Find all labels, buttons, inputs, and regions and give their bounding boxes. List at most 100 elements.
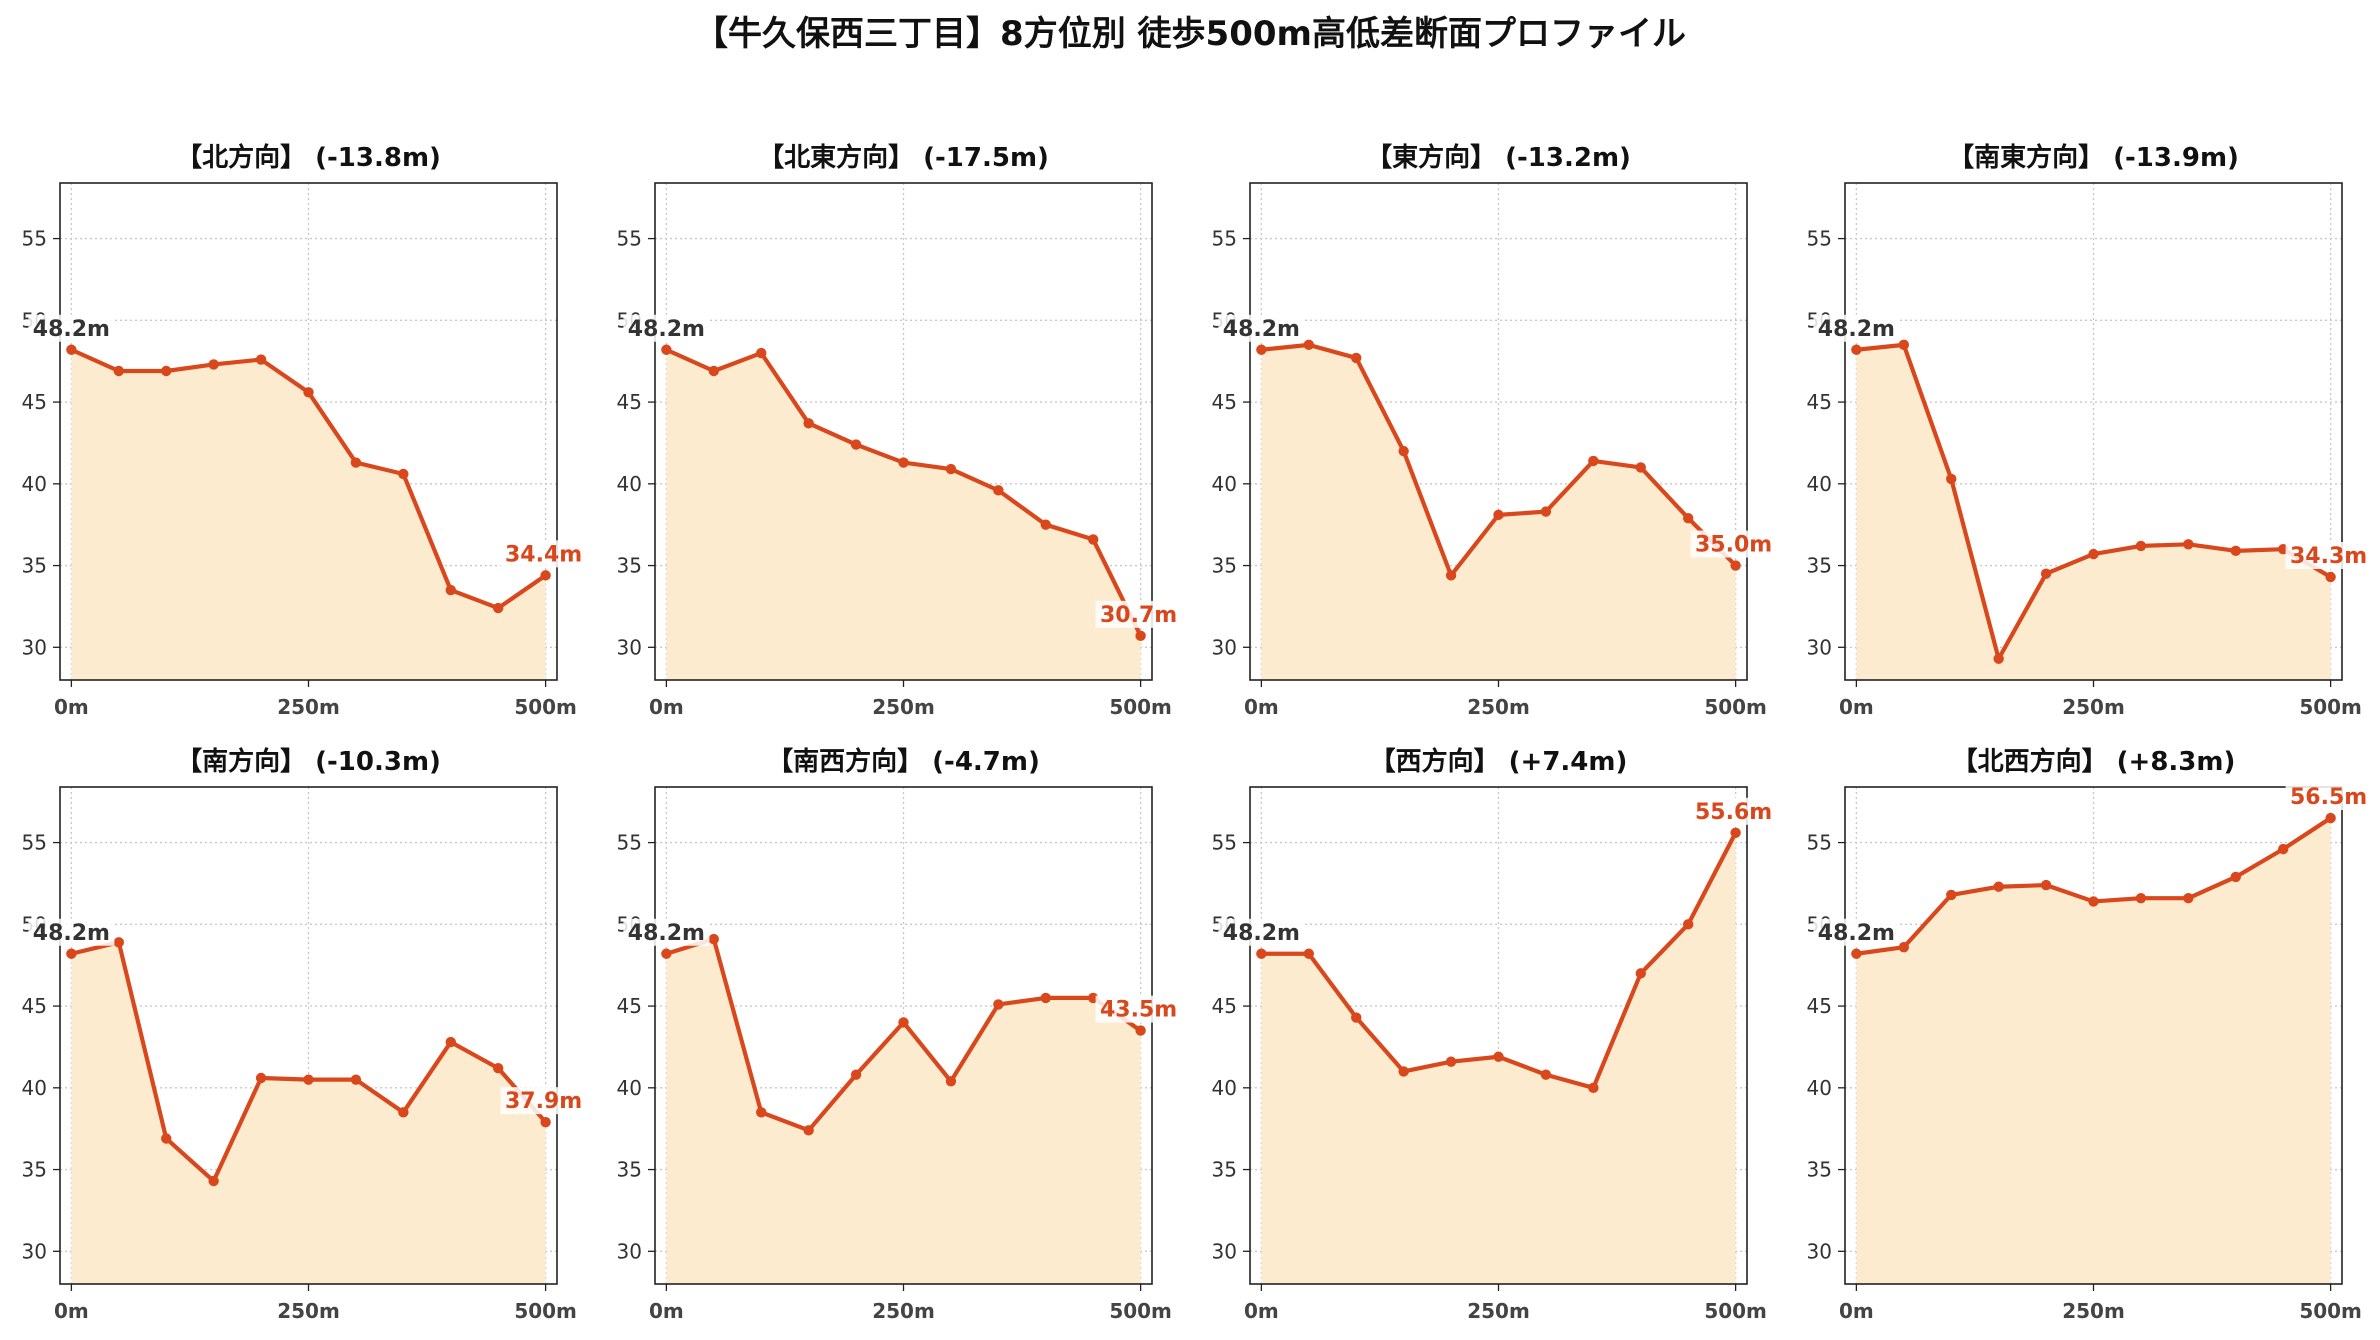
elevation-point (1135, 630, 1146, 642)
elevation-point (540, 1116, 551, 1128)
elevation-point (2183, 539, 2194, 550)
elevation-point (1493, 1051, 1504, 1062)
elevation-point (113, 937, 125, 948)
x-tick-label: 0m (1244, 695, 1279, 719)
profile-panel: 【東方向】 (-13.2m)3035404550550m250m500m48.2… (1212, 142, 1777, 719)
elevation-point (1398, 1066, 1409, 1077)
end-elevation-label: 34.4m (505, 542, 582, 567)
elevation-area (71, 349, 546, 680)
y-tick-label: 55 (1212, 831, 1237, 855)
profile-panel: 【北西方向】 (+8.3m)3035404550550m250m500m48.2… (1807, 746, 2372, 1323)
x-tick-label: 250m (2062, 695, 2125, 719)
y-tick-label: 35 (1807, 554, 1832, 578)
elevation-area (1261, 344, 1736, 680)
elevation-point (708, 365, 720, 377)
elevation-point (398, 1107, 409, 1118)
elevation-point (1087, 534, 1099, 545)
y-tick-label: 55 (1807, 227, 1832, 251)
y-tick-label: 55 (617, 831, 642, 855)
elevation-point (161, 1133, 172, 1144)
elevation-point (445, 584, 456, 596)
elevation-area (71, 942, 546, 1284)
elevation-point (708, 933, 720, 945)
elevation-point (1398, 445, 1409, 457)
y-tick-label: 30 (617, 1239, 642, 1263)
y-tick-label: 30 (617, 635, 642, 659)
start-label-bg (1813, 918, 1900, 946)
start-elevation-label: 48.2m (1818, 921, 1895, 946)
x-tick-label: 500m (514, 695, 577, 719)
x-tick-label: 0m (1244, 1299, 1279, 1323)
y-tick-label: 55 (617, 227, 642, 251)
elevation-point (1682, 919, 1694, 930)
elevation-point (66, 948, 77, 959)
elevation-point (1588, 455, 1599, 467)
start-label-bg (623, 314, 710, 342)
x-tick-label: 500m (514, 1299, 577, 1323)
start-label-bg (1813, 314, 1900, 342)
elevation-point (2135, 892, 2147, 904)
x-tick-label: 500m (1704, 695, 1767, 719)
elevation-point (945, 1076, 957, 1087)
elevation-point (2230, 871, 2241, 883)
end-elevation-label: 34.3m (2290, 544, 2367, 569)
y-tick-label: 45 (617, 994, 642, 1018)
elevation-point (993, 485, 1004, 496)
y-tick-label: 40 (22, 472, 47, 496)
y-tick-label: 40 (1212, 1076, 1237, 1100)
panel-title: 【北方向】 (-13.8m) (176, 142, 441, 173)
y-tick-label: 35 (1807, 1158, 1832, 1182)
elevation-point (1351, 1012, 1362, 1023)
y-tick-label: 55 (22, 227, 47, 251)
panel-title: 【南東方向】 (-13.9m) (1948, 142, 2239, 173)
end-label-bg (2285, 783, 2372, 811)
elevation-point (756, 347, 767, 359)
y-tick-label: 40 (1212, 472, 1237, 496)
y-tick-label: 30 (1212, 1239, 1237, 1263)
end-label-bg (500, 1087, 587, 1115)
y-tick-label: 30 (1807, 635, 1832, 659)
elevation-point (540, 570, 551, 581)
y-tick-label: 40 (617, 1076, 642, 1100)
elevation-point (1256, 948, 1267, 959)
elevation-point (1730, 560, 1741, 571)
elevation-point (1040, 519, 1051, 530)
y-tick-label: 40 (1807, 472, 1832, 496)
y-tick-label: 40 (22, 1076, 47, 1100)
elevation-point (2088, 896, 2099, 907)
elevation-point (1851, 948, 1862, 959)
elevation-point (2088, 548, 2099, 560)
figure-title: 【牛久保西三丁目】8方位別 徒歩500m高低差断面プロファイル (694, 14, 1686, 54)
x-tick-label: 0m (54, 695, 89, 719)
elevation-point (161, 365, 172, 377)
elevation-point (1993, 653, 2004, 664)
elevation-point (492, 1062, 504, 1074)
elevation-point (350, 1074, 362, 1085)
x-tick-label: 500m (1109, 695, 1172, 719)
elevation-point (850, 1069, 862, 1080)
panel-title: 【北西方向】 (+8.3m) (1952, 746, 2236, 777)
start-elevation-label: 48.2m (1223, 317, 1300, 342)
start-elevation-label: 48.2m (33, 317, 110, 342)
y-tick-label: 45 (1212, 390, 1237, 414)
x-tick-label: 250m (277, 1299, 340, 1323)
start-elevation-label: 48.2m (628, 317, 705, 342)
elevation-point (756, 1107, 767, 1118)
start-label-bg (1218, 918, 1305, 946)
panel-title: 【北東方向】 (-17.5m) (758, 142, 1049, 173)
end-label-bg (1095, 995, 1182, 1023)
elevation-point (993, 999, 1004, 1010)
start-elevation-label: 48.2m (33, 921, 110, 946)
y-tick-label: 35 (1212, 554, 1237, 578)
end-elevation-label: 56.5m (2290, 785, 2367, 810)
elevation-point (1635, 462, 1646, 473)
end-elevation-label: 37.9m (505, 1089, 582, 1114)
elevation-point (1303, 339, 1315, 351)
elevation-area (1856, 344, 2331, 680)
y-tick-label: 30 (1807, 1239, 1832, 1263)
start-elevation-label: 48.2m (628, 921, 705, 946)
x-tick-label: 250m (872, 1299, 935, 1323)
y-tick-label: 30 (1212, 635, 1237, 659)
y-tick-label: 55 (1212, 227, 1237, 251)
